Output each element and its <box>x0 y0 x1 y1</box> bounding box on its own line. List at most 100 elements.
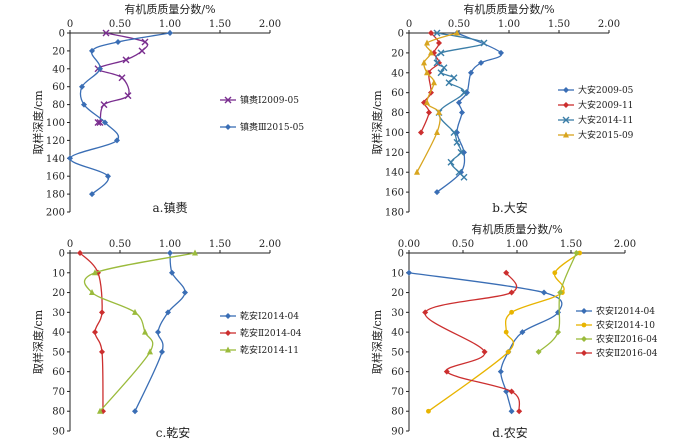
y-tick-label: 180 <box>385 208 404 219</box>
panel-caption: b.大安 <box>492 200 528 215</box>
data-point <box>169 270 175 276</box>
legend-entry: 农安Ⅰ2014-10 <box>576 319 655 331</box>
legend-entry: 乾安Ⅱ2014-04 <box>220 327 302 339</box>
x-tick-label: 1.50 <box>209 19 231 30</box>
series-3 <box>536 250 580 355</box>
series-1 <box>132 250 188 414</box>
data-point <box>142 329 148 335</box>
y-tick-label: 10 <box>391 268 404 279</box>
y-tick-label: 0 <box>398 249 404 260</box>
y-tick-label: 90 <box>391 427 404 438</box>
data-point <box>119 75 125 81</box>
series-line <box>409 273 562 411</box>
legend-entry: 大安2015-09 <box>558 129 634 141</box>
data-point <box>516 408 522 414</box>
y-tick-label: 100 <box>385 128 404 139</box>
legend-swatch-marker <box>225 330 231 336</box>
legend-entry: 大安2014-11 <box>558 114 633 126</box>
y-tick-label: 0 <box>59 249 65 260</box>
y-tick-label: 40 <box>52 328 65 339</box>
data-point <box>468 70 474 76</box>
y-tick-label: 70 <box>391 387 404 398</box>
series-line <box>70 33 170 194</box>
data-point <box>115 39 121 45</box>
series-4 <box>414 30 460 175</box>
legend-entry: 大安2009-05 <box>558 84 634 96</box>
data-point <box>426 110 432 116</box>
y-tick-label: 80 <box>391 108 404 119</box>
y-tick-label: 100 <box>46 118 65 129</box>
data-point <box>101 102 107 108</box>
x-tick-label: 0 <box>67 239 73 250</box>
y-tick-label: 20 <box>391 288 404 299</box>
data-point <box>509 408 515 414</box>
legend-swatch-marker <box>563 102 569 108</box>
data-point <box>498 369 504 375</box>
legend-label: 大安2014-11 <box>578 114 633 126</box>
y-tick-label: 80 <box>391 407 404 418</box>
y-tick-label: 20 <box>52 46 65 57</box>
series-3 <box>84 250 198 414</box>
data-point <box>123 57 129 63</box>
legend-swatch-marker <box>225 313 231 319</box>
data-point <box>436 40 442 46</box>
y-tick-label: 20 <box>52 288 65 299</box>
data-point <box>167 250 173 256</box>
data-point <box>418 129 424 135</box>
y-tick-label: 40 <box>52 64 65 75</box>
series-3 <box>434 30 487 180</box>
data-point <box>509 310 514 315</box>
series-line <box>84 253 195 411</box>
y-tick-label: 0 <box>398 29 404 40</box>
legend-entry: 农安Ⅱ2016-04 <box>576 333 658 345</box>
x-tick-label: 2.00 <box>259 239 281 250</box>
y-tick-label: 30 <box>52 308 65 319</box>
x-axis-title: 有机质质量分数/% <box>124 2 215 16</box>
data-point <box>125 93 131 99</box>
panel-b: 0 0.50 1.00 1.50 2.0002040608010012014016018… <box>370 2 634 219</box>
y-tick-label: 200 <box>46 208 65 219</box>
legend-label: 农安Ⅰ2014-10 <box>596 319 655 331</box>
series-line <box>80 253 103 411</box>
x-tick-label: 0.50 <box>109 239 131 250</box>
panel-c: 0 0.50 1.00 1.50 2.000102030405060708090取样深度… <box>31 239 302 440</box>
data-point <box>541 290 547 296</box>
series-2 <box>67 30 173 197</box>
legend-label: 农安Ⅱ2016-04 <box>596 333 658 345</box>
data-point <box>147 348 153 354</box>
y-axis-title: 取样深度/cm <box>31 309 45 374</box>
y-tick-label: 50 <box>52 347 65 358</box>
data-point <box>414 169 420 175</box>
legend-entry: 镇赉Ⅰ2009-05 <box>220 94 299 106</box>
data-point <box>509 290 515 296</box>
legend-swatch-marker <box>225 124 231 130</box>
figure: 0 0.50 1.00 1.50 2.0002040608010012014016018… <box>0 0 700 441</box>
series-line <box>421 33 439 132</box>
data-point <box>139 48 145 54</box>
y-tick-label: 80 <box>52 100 65 111</box>
legend-entry: 农安Ⅱ2016-04 <box>576 347 658 359</box>
legend-label: 镇赉Ⅲ2015-05 <box>240 121 304 133</box>
x-tick-label: 2.00 <box>598 19 620 30</box>
panel-d: 0.00 0.50 1.00 1.50 2.00 0 10 20 30 40 50 60 70 80 90 有… <box>370 222 658 440</box>
y-tick-label: 90 <box>52 427 65 438</box>
y-tick-label: 40 <box>391 68 404 79</box>
legend-label: 乾安Ⅰ2014-11 <box>240 344 299 356</box>
data-point <box>182 290 188 296</box>
y-tick-label: 60 <box>52 82 65 93</box>
data-point <box>132 408 138 414</box>
x-axis-title: 有机质质量分数/% <box>463 2 554 16</box>
y-tick-label: 70 <box>52 387 65 398</box>
x-tick-label: 1.50 <box>560 239 582 250</box>
data-point <box>438 50 444 56</box>
legend-entry: 镇赉Ⅲ2015-05 <box>220 121 304 133</box>
y-tick-label: 60 <box>52 367 65 378</box>
legend-label: 农安Ⅰ2014-04 <box>596 305 655 317</box>
panel-a: 0 0.50 1.00 1.50 2.00 0 20 40 60 80 100 120 140 160 18… <box>31 2 304 219</box>
panel-caption: d.农安 <box>492 425 528 440</box>
y-tick-label: 80 <box>52 407 65 418</box>
y-tick-label: 60 <box>391 367 404 378</box>
y-tick-label: 20 <box>391 48 404 59</box>
y-tick-label: 50 <box>391 347 404 358</box>
x-tick-label: 1.00 <box>159 239 181 250</box>
